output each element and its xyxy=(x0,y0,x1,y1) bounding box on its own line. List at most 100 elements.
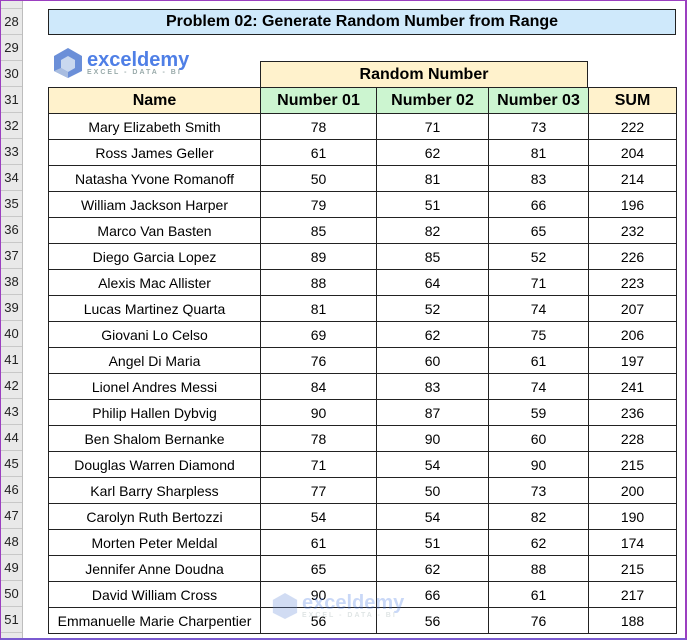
row-number[interactable]: 27 xyxy=(1,0,22,9)
cell-sum[interactable]: 204 xyxy=(588,139,677,166)
cell-number-02[interactable]: 64 xyxy=(376,269,489,296)
cell-sum[interactable]: 190 xyxy=(588,503,677,530)
cell-number-01[interactable]: 77 xyxy=(260,477,377,504)
cell-name[interactable]: Mary Elizabeth Smith xyxy=(48,113,261,140)
cell-name[interactable]: Jennifer Anne Doudna xyxy=(48,555,261,582)
row-number[interactable]: 48 xyxy=(1,529,22,555)
cell-number-02[interactable]: 54 xyxy=(376,451,489,478)
cell-number-02[interactable]: 60 xyxy=(376,347,489,374)
cell-number-01[interactable]: 50 xyxy=(260,165,377,192)
row-number[interactable]: 35 xyxy=(1,191,22,217)
row-number[interactable]: 30 xyxy=(1,61,22,87)
cell-number-02[interactable]: 62 xyxy=(376,139,489,166)
cell-name[interactable]: Karl Barry Sharpless xyxy=(48,477,261,504)
cell-sum[interactable]: 174 xyxy=(588,529,677,556)
cell-number-02[interactable]: 85 xyxy=(376,243,489,270)
cell-sum[interactable]: 232 xyxy=(588,217,677,244)
row-number[interactable]: 28 xyxy=(1,9,22,35)
cell-sum[interactable]: 222 xyxy=(588,113,677,140)
cell-name[interactable]: Ross James Geller xyxy=(48,139,261,166)
row-number[interactable]: 38 xyxy=(1,269,22,295)
cell-number-01[interactable]: 78 xyxy=(260,113,377,140)
cell-number-01[interactable]: 84 xyxy=(260,373,377,400)
cell-number-01[interactable]: 71 xyxy=(260,451,377,478)
row-number[interactable]: 37 xyxy=(1,243,22,269)
cell-number-03[interactable]: 88 xyxy=(488,555,589,582)
cell-number-03[interactable]: 62 xyxy=(488,529,589,556)
cell-number-03[interactable]: 83 xyxy=(488,165,589,192)
cell-number-02[interactable]: 51 xyxy=(376,529,489,556)
cell-number-01[interactable]: 65 xyxy=(260,555,377,582)
cell-name[interactable]: Lucas Martinez Quarta xyxy=(48,295,261,322)
cell-number-01[interactable]: 78 xyxy=(260,425,377,452)
cell-sum[interactable]: 215 xyxy=(588,451,677,478)
row-number[interactable]: 50 xyxy=(1,581,22,607)
cell-number-01[interactable]: 90 xyxy=(260,399,377,426)
cell-number-01[interactable]: 76 xyxy=(260,347,377,374)
cell-name[interactable]: William Jackson Harper xyxy=(48,191,261,218)
row-number[interactable]: 41 xyxy=(1,347,22,373)
cell-number-02[interactable]: 50 xyxy=(376,477,489,504)
cell-number-03[interactable]: 65 xyxy=(488,217,589,244)
cell-number-03[interactable]: 73 xyxy=(488,477,589,504)
cell-number-02[interactable]: 62 xyxy=(376,321,489,348)
cell-number-03[interactable]: 81 xyxy=(488,139,589,166)
cell-sum[interactable]: 197 xyxy=(588,347,677,374)
cell-number-02[interactable]: 54 xyxy=(376,503,489,530)
row-number[interactable]: 51 xyxy=(1,607,22,633)
cell-number-03[interactable]: 61 xyxy=(488,581,589,608)
row-number[interactable]: 40 xyxy=(1,321,22,347)
cell-number-03[interactable]: 76 xyxy=(488,607,589,634)
row-number[interactable]: 29 xyxy=(1,35,22,61)
cell-number-01[interactable]: 56 xyxy=(260,607,377,634)
cell-number-02[interactable]: 62 xyxy=(376,555,489,582)
cell-number-01[interactable]: 54 xyxy=(260,503,377,530)
cell-name[interactable]: Philip Hallen Dybvig xyxy=(48,399,261,426)
cell-number-03[interactable]: 61 xyxy=(488,347,589,374)
cell-name[interactable]: Angel Di Maria xyxy=(48,347,261,374)
cell-number-03[interactable]: 60 xyxy=(488,425,589,452)
row-number[interactable]: 36 xyxy=(1,217,22,243)
cell-name[interactable]: Ben Shalom Bernanke xyxy=(48,425,261,452)
row-number[interactable]: 42 xyxy=(1,373,22,399)
cell-number-01[interactable]: 61 xyxy=(260,139,377,166)
cell-name[interactable]: Morten Peter Meldal xyxy=(48,529,261,556)
row-number[interactable]: 49 xyxy=(1,555,22,581)
cell-number-02[interactable]: 90 xyxy=(376,425,489,452)
cell-number-02[interactable]: 87 xyxy=(376,399,489,426)
cell-sum[interactable]: 217 xyxy=(588,581,677,608)
cell-number-03[interactable]: 66 xyxy=(488,191,589,218)
cell-name[interactable]: Douglas Warren Diamond xyxy=(48,451,261,478)
cell-number-01[interactable]: 69 xyxy=(260,321,377,348)
cell-name[interactable]: Natasha Yvone Romanoff xyxy=(48,165,261,192)
row-number[interactable]: 31 xyxy=(1,87,22,113)
cell-sum[interactable]: 226 xyxy=(588,243,677,270)
row-number[interactable]: 39 xyxy=(1,295,22,321)
cell-sum[interactable]: 241 xyxy=(588,373,677,400)
cell-sum[interactable]: 188 xyxy=(588,607,677,634)
cell-name[interactable]: Carolyn Ruth Bertozzi xyxy=(48,503,261,530)
cell-number-03[interactable]: 82 xyxy=(488,503,589,530)
cell-name[interactable]: David William Cross xyxy=(48,581,261,608)
cell-number-03[interactable]: 90 xyxy=(488,451,589,478)
cell-number-01[interactable]: 89 xyxy=(260,243,377,270)
cell-number-01[interactable]: 88 xyxy=(260,269,377,296)
cell-name[interactable]: Giovani Lo Celso xyxy=(48,321,261,348)
row-number[interactable]: 32 xyxy=(1,113,22,139)
cell-number-01[interactable]: 81 xyxy=(260,295,377,322)
cell-number-02[interactable]: 51 xyxy=(376,191,489,218)
cell-number-03[interactable]: 59 xyxy=(488,399,589,426)
cell-number-03[interactable]: 75 xyxy=(488,321,589,348)
cell-sum[interactable]: 207 xyxy=(588,295,677,322)
row-number[interactable]: 47 xyxy=(1,503,22,529)
cell-number-03[interactable]: 73 xyxy=(488,113,589,140)
cell-number-02[interactable]: 82 xyxy=(376,217,489,244)
cell-name[interactable]: Lionel Andres Messi xyxy=(48,373,261,400)
cell-number-02[interactable]: 71 xyxy=(376,113,489,140)
cell-number-02[interactable]: 52 xyxy=(376,295,489,322)
cell-number-03[interactable]: 71 xyxy=(488,269,589,296)
cell-number-01[interactable]: 61 xyxy=(260,529,377,556)
row-number[interactable]: 33 xyxy=(1,139,22,165)
cell-sum[interactable]: 236 xyxy=(588,399,677,426)
cell-name[interactable]: Marco Van Basten xyxy=(48,217,261,244)
